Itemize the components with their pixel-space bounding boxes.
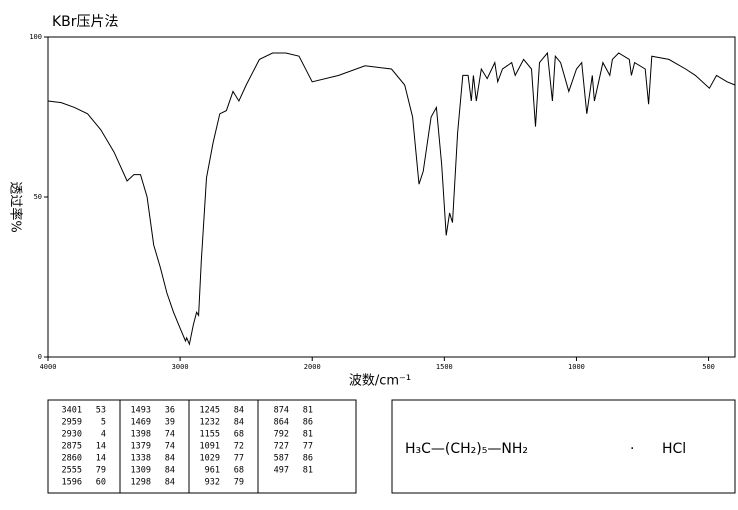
y-tick-label: 50 [34, 193, 42, 201]
spectrum-line [47, 51, 736, 346]
peak-transmittance: 77 [303, 442, 313, 452]
x-tick-label: 1000 [568, 363, 585, 371]
peak-transmittance: 84 [165, 478, 175, 488]
peak-transmittance: 84 [234, 406, 244, 416]
peak-wavenumber: 497 [274, 466, 289, 476]
peak-transmittance: 81 [303, 466, 313, 476]
plot-frame [47, 36, 736, 358]
peak-transmittance: 60 [96, 478, 106, 488]
peak-wavenumber: 932 [205, 478, 220, 488]
x-tick-label: 4000 [40, 363, 57, 371]
peak-transmittance: 86 [303, 454, 313, 464]
peak-wavenumber: 792 [274, 430, 289, 440]
peak-transmittance: 79 [234, 478, 244, 488]
peak-wavenumber: 727 [274, 442, 289, 452]
peak-wavenumber: 1493 [131, 406, 151, 416]
peak-wavenumber: 961 [205, 466, 220, 476]
peak-wavenumber: 1469 [131, 418, 151, 428]
y-tick-label: 100 [29, 33, 42, 41]
peak-wavenumber: 874 [274, 406, 289, 416]
peak-wavenumber: 2959 [62, 418, 82, 428]
formula-dot: · [630, 441, 634, 457]
peak-transmittance: 86 [303, 418, 313, 428]
peak-wavenumber: 1379 [131, 442, 151, 452]
peak-wavenumber: 1029 [200, 454, 220, 464]
peak-transmittance: 84 [234, 418, 244, 428]
peak-wavenumber: 2555 [62, 466, 82, 476]
peak-transmittance: 4 [101, 430, 106, 440]
peak-transmittance: 68 [234, 430, 244, 440]
chart-title: KBr压片法 [52, 14, 119, 30]
peak-wavenumber: 3401 [62, 406, 82, 416]
peak-transmittance: 77 [234, 454, 244, 464]
peak-transmittance: 74 [165, 442, 175, 452]
peak-table-frame [47, 399, 357, 494]
peak-transmittance: 53 [96, 406, 106, 416]
peak-wavenumber: 1155 [200, 430, 220, 440]
peak-transmittance: 39 [165, 418, 175, 428]
peak-transmittance: 5 [101, 418, 106, 428]
peak-wavenumber: 1398 [131, 430, 151, 440]
peak-wavenumber: 587 [274, 454, 289, 464]
peak-transmittance: 36 [165, 406, 175, 416]
peak-wavenumber: 1232 [200, 418, 220, 428]
peak-wavenumber: 2875 [62, 442, 82, 452]
peak-wavenumber: 1338 [131, 454, 151, 464]
peak-wavenumber: 864 [274, 418, 289, 428]
y-tick-label: 0 [38, 353, 42, 361]
peak-wavenumber: 2860 [62, 454, 82, 464]
formula-molecule: H₃C—(CH₂)₅—NH₂ [405, 441, 528, 457]
x-tick-label: 1500 [436, 363, 453, 371]
peak-transmittance: 81 [303, 430, 313, 440]
peak-transmittance: 84 [165, 466, 175, 476]
x-tick-label: 3000 [172, 363, 189, 371]
peak-transmittance: 81 [303, 406, 313, 416]
peak-transmittance: 84 [165, 454, 175, 464]
peak-wavenumber: 1091 [200, 442, 220, 452]
x-tick-label: 500 [702, 363, 715, 371]
peak-transmittance: 72 [234, 442, 244, 452]
peak-wavenumber: 2930 [62, 430, 82, 440]
peak-wavenumber: 1245 [200, 406, 220, 416]
peak-wavenumber: 1298 [131, 478, 151, 488]
peak-transmittance: 68 [234, 466, 244, 476]
x-tick-label: 2000 [304, 363, 321, 371]
peak-transmittance: 14 [96, 454, 106, 464]
peak-transmittance: 74 [165, 430, 175, 440]
peak-wavenumber: 1596 [62, 478, 82, 488]
peak-wavenumber: 1309 [131, 466, 151, 476]
formula-frame [391, 399, 736, 494]
peak-transmittance: 79 [96, 466, 106, 476]
formula-salt: HCl [662, 441, 686, 457]
x-axis-label: 波数/cm⁻¹ [349, 374, 411, 389]
peak-transmittance: 14 [96, 442, 106, 452]
y-axis-label: 透过率% [8, 181, 24, 232]
